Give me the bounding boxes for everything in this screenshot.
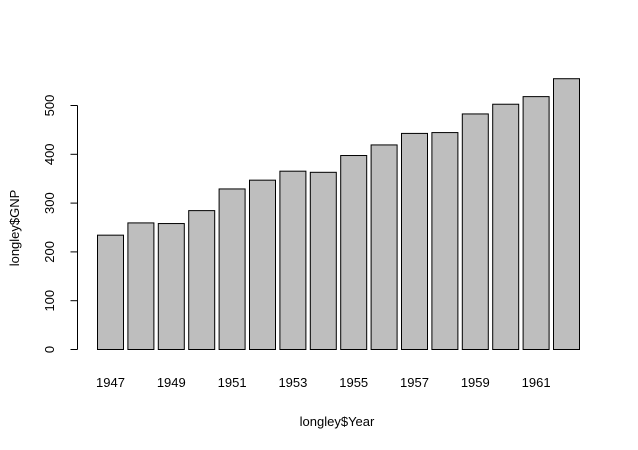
bar-1960 — [492, 103, 520, 351]
y-tick-label: 100 — [42, 290, 57, 312]
bar-1950 — [188, 210, 216, 350]
bar-1961 — [522, 96, 550, 351]
x-tick-label: 1949 — [157, 375, 186, 390]
x-axis-title: longley$Year — [300, 414, 375, 429]
bar-1957 — [401, 132, 428, 350]
bar-1951 — [218, 188, 246, 350]
bar-1952 — [249, 179, 276, 350]
x-tick-label: 1957 — [400, 375, 429, 390]
y-tick-label: 0 — [42, 346, 57, 353]
x-tick-label: 1953 — [278, 375, 307, 390]
y-axis-title: longley$GNP — [7, 190, 22, 267]
y-axis: 0 100 200 300 400 500 — [42, 95, 78, 353]
bar-1959 — [461, 113, 489, 350]
y-tick-label: 500 — [42, 95, 57, 117]
bar-1953 — [279, 170, 307, 350]
y-tick-label: 300 — [42, 192, 57, 214]
bar-1954 — [309, 171, 337, 350]
bar-1948 — [127, 222, 155, 350]
x-tick-label: 1951 — [218, 375, 247, 390]
bar-1956 — [370, 144, 398, 350]
bar-1958 — [431, 132, 459, 350]
bar-1962 — [553, 78, 580, 351]
x-axis-labels: 1947 1949 1951 1953 1955 1957 1959 1961 — [96, 375, 551, 390]
x-tick-label: 1959 — [461, 375, 490, 390]
x-tick-label: 1947 — [96, 375, 125, 390]
bar-1949 — [157, 223, 185, 350]
y-tick-label: 200 — [42, 241, 57, 263]
x-tick-label: 1955 — [339, 375, 368, 390]
bar-1947 — [97, 234, 124, 350]
y-tick-label: 400 — [42, 143, 57, 165]
bars-group — [97, 78, 580, 351]
bar-1955 — [340, 155, 368, 350]
x-tick-label: 1961 — [522, 375, 551, 390]
